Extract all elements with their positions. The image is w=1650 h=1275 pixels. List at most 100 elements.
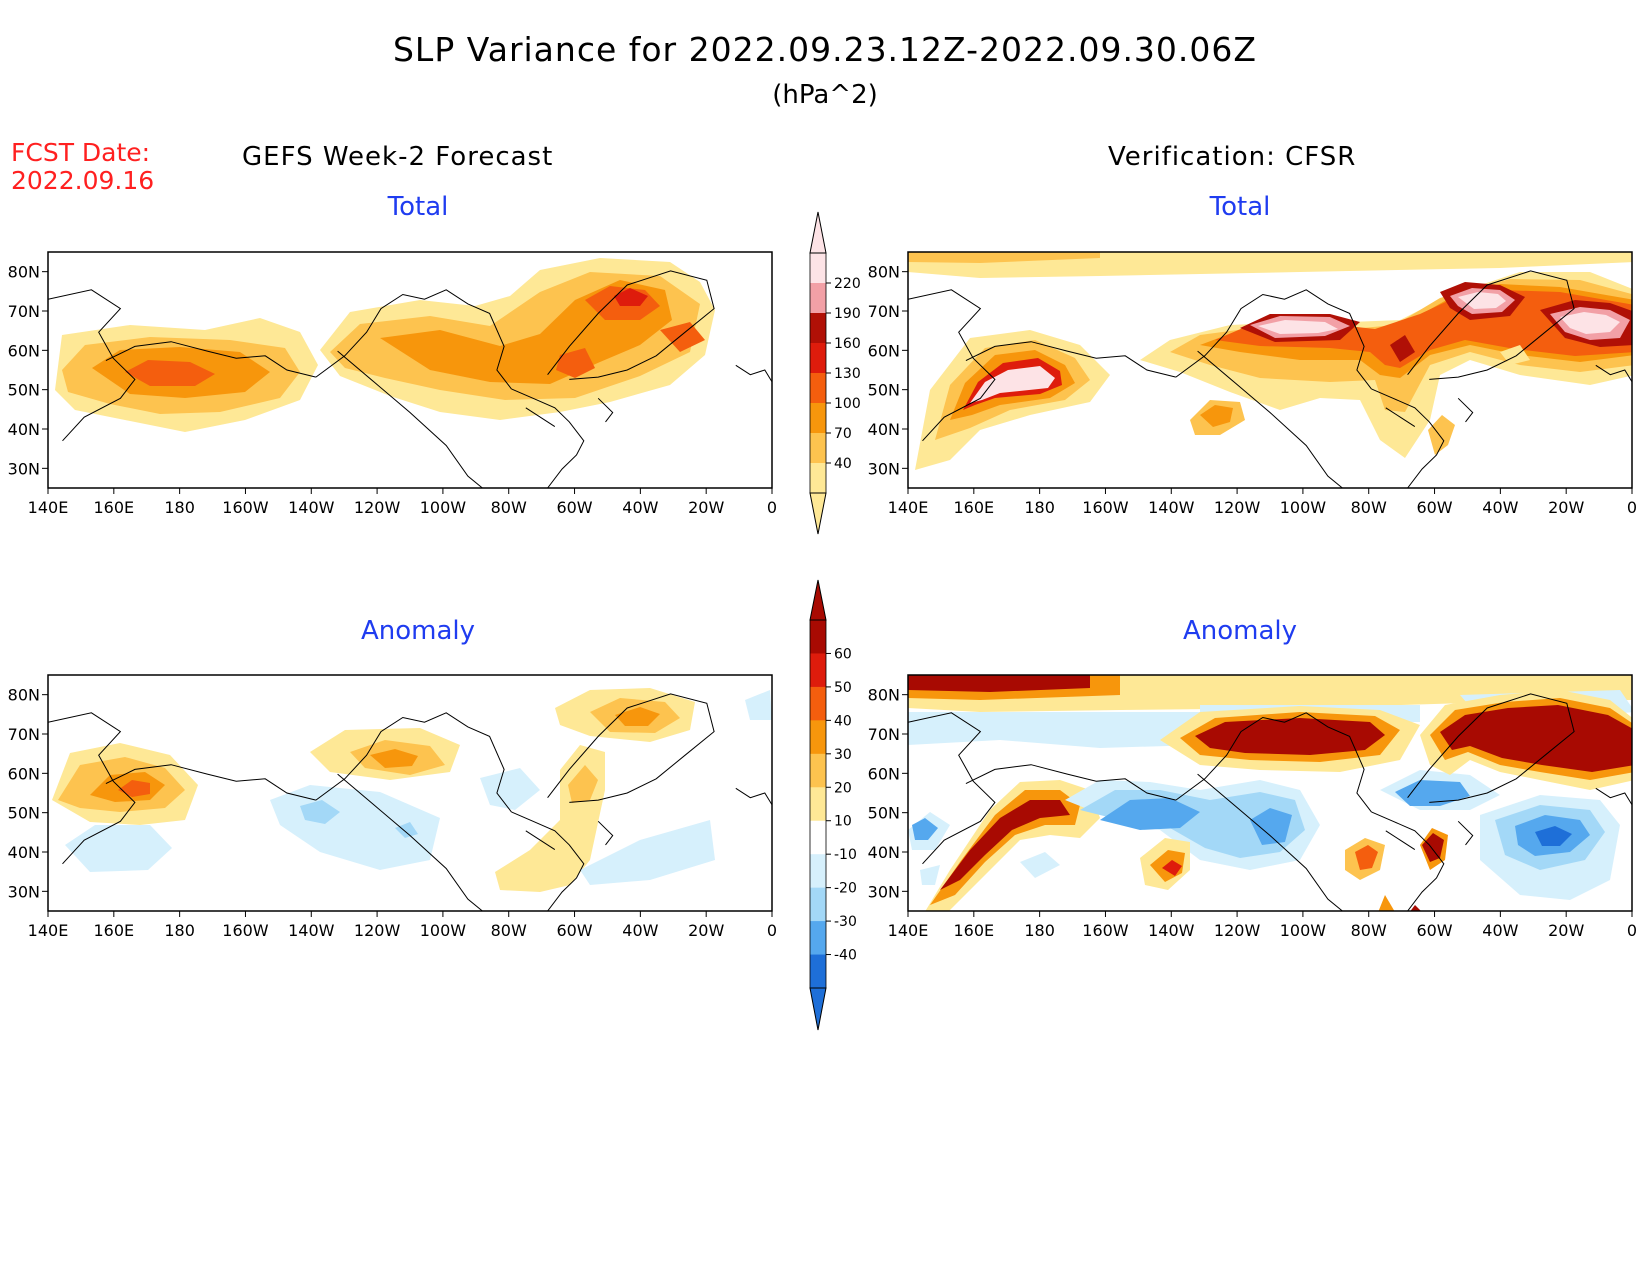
coastline [315, 289, 512, 390]
verification-total-contour-fill [1200, 405, 1233, 427]
lat-tick-label: 70N [868, 725, 900, 744]
lon-tick-label: 160E [953, 498, 994, 517]
verification-anomaly-contour-fill [1020, 852, 1060, 878]
anomaly-colorbar-label: 50 [834, 680, 852, 696]
forecast-anomaly-panel: 140E 160E 180 160W 140W 120W 100W 80W 60W 40W 20W 0… [8, 674, 777, 940]
coastline [1595, 364, 1632, 383]
lon-tick-label: 160E [93, 498, 134, 517]
lat-tick-label: 50N [8, 804, 40, 823]
verification-anomaly-contour-fill [1395, 780, 1470, 806]
total-colorbar-label: 160 [834, 336, 861, 352]
verification-anomaly-contour-fill [908, 675, 1090, 692]
lon-tick-label: 20W [1548, 498, 1584, 517]
lat-tick-label: 70N [8, 725, 40, 744]
verification-anomaly-contour-fill [940, 800, 1070, 890]
anomaly-colorbar-label: 60 [834, 646, 852, 662]
lat-tick-label: 80N [8, 686, 40, 705]
coastline [908, 289, 996, 442]
verification-total-title: Total [1209, 192, 1271, 222]
lat-tick-label: 60N [868, 341, 900, 360]
verification-anomaly-contour-fill [1440, 705, 1632, 772]
lon-tick-label: 160W [222, 498, 269, 517]
anomaly-colorbar-swatch [810, 686, 826, 721]
verification-anomaly-contour-fill [1162, 860, 1182, 876]
coastline [1197, 773, 1343, 911]
anomaly-colorbar-swatch [810, 854, 826, 889]
anomaly-colorbar-swatch [810, 620, 826, 654]
anomaly-colorbar-label: 20 [834, 780, 852, 796]
coastline [908, 712, 996, 865]
lon-tick-label: 140W [288, 921, 335, 940]
coastline [48, 712, 136, 865]
lon-tick-label: 20W [688, 921, 724, 940]
lon-tick-label: 20W [688, 498, 724, 517]
lon-tick-label: 0 [1627, 921, 1637, 940]
lon-tick-label: 120W [1214, 498, 1261, 517]
verification-anomaly-contour-fill [1535, 826, 1572, 846]
total-colorbar-swatch [810, 283, 826, 314]
verification-anomaly-contour-fill [912, 818, 938, 840]
anomaly-colorbar-label: 10 [834, 814, 852, 830]
fcst-date-label: FCST Date: [11, 138, 151, 167]
forecast-total-coastlines [48, 270, 772, 488]
verification-anomaly-contour-fill [1250, 808, 1292, 845]
lon-tick-label: 160E [93, 921, 134, 940]
coastline [525, 830, 556, 851]
anomaly-colorbar-bottom-arrow [809, 987, 827, 1031]
total-colorbar-label: 130 [834, 366, 861, 382]
lon-tick-label: 160W [1082, 921, 1129, 940]
lat-tick-label: 80N [868, 263, 900, 282]
forecast-total-contour-fill [660, 322, 705, 352]
total-colorbar-swatch [810, 253, 826, 284]
lon-tick-label: 160E [953, 921, 994, 940]
forecast-anomaly-contour-fill [370, 749, 418, 768]
lat-tick-label: 80N [868, 686, 900, 705]
lon-tick-label: 140E [888, 921, 929, 940]
lon-tick-label: 80W [491, 498, 527, 517]
lat-tick-label: 40N [8, 843, 40, 862]
lon-tick-label: 120W [354, 921, 401, 940]
forecast-anomaly-contours [52, 688, 772, 892]
coastline [1371, 388, 1445, 488]
coastline [337, 350, 483, 488]
verification-column-title: Verification: CFSR [1108, 142, 1357, 172]
total-colorbar: 220 190 160 130 100 70 40 [809, 211, 861, 535]
anomaly-colorbar-swatch [810, 954, 826, 989]
coastline [1385, 407, 1416, 428]
total-colorbar-label: 190 [834, 306, 861, 322]
verification-anomaly-contour-fill [1378, 895, 1395, 911]
forecast-anomaly-coastlines [48, 693, 772, 911]
forecast-column-title: GEFS Week-2 Forecast [242, 142, 554, 172]
forecast-total-title: Total [387, 192, 449, 222]
anomaly-colorbar: 60 50 40 30 20 10 -10 -20 -30 -40 [809, 579, 857, 1031]
forecast-total-contour-fill [125, 360, 215, 386]
coastline [525, 407, 556, 428]
coastline [547, 270, 715, 380]
anomaly-colorbar-swatch [810, 753, 826, 788]
anomaly-colorbar-swatch [810, 887, 826, 922]
coastline [547, 693, 715, 803]
total-colorbar-swatch [810, 373, 826, 404]
lon-tick-label: 140W [288, 498, 335, 517]
lon-tick-label: 140W [1148, 498, 1195, 517]
forecast-anomaly-contour-fill [745, 690, 772, 720]
coastline [1407, 693, 1575, 803]
verification-total-contour-fill [970, 366, 1055, 403]
coastline [1175, 289, 1372, 390]
coastline [735, 364, 772, 383]
total-colorbar-swatch [810, 343, 826, 374]
lon-tick-label: 140E [28, 498, 69, 517]
forecast-anomaly-frame [47, 674, 773, 912]
lat-tick-label: 30N [868, 882, 900, 901]
forecast-total-contour-fill [614, 288, 648, 306]
anomaly-colorbar-swatch [810, 720, 826, 755]
lon-tick-label: 160W [222, 921, 269, 940]
total-colorbar-label: 220 [834, 276, 861, 292]
lon-tick-label: 20W [1548, 921, 1584, 940]
total-colorbar-swatch [810, 463, 826, 494]
forecast-anomaly-contour-fill [615, 707, 660, 726]
total-colorbar-label: 70 [834, 426, 852, 442]
anomaly-colorbar-label: -30 [834, 914, 857, 930]
coastline [337, 773, 483, 911]
